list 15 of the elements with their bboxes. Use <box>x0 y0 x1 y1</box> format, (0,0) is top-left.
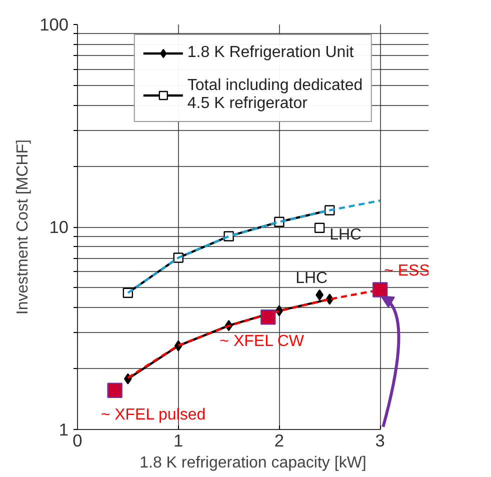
x-tick-label: 1 <box>174 430 184 450</box>
legend-label: 1.8 K Refrigeration Unit <box>187 44 354 62</box>
y-tick-label: 10 <box>49 217 69 237</box>
point <box>107 382 122 398</box>
point <box>372 282 388 298</box>
x-tick-label: 0 <box>72 430 82 450</box>
point <box>314 222 325 233</box>
x-axis-title: 1.8 K refrigeration capacity [kW] <box>140 454 366 472</box>
x-tick-label: 3 <box>375 430 385 450</box>
x-tick-label: 2 <box>274 430 284 450</box>
y-tick-label: 100 <box>40 14 69 34</box>
y-axis-title: Investment Cost [MCHF] <box>14 139 32 315</box>
legend-label: Total including dedicated 4.5 K refrigerator <box>187 77 363 113</box>
point <box>260 309 276 325</box>
annotation: LHC <box>296 270 328 287</box>
